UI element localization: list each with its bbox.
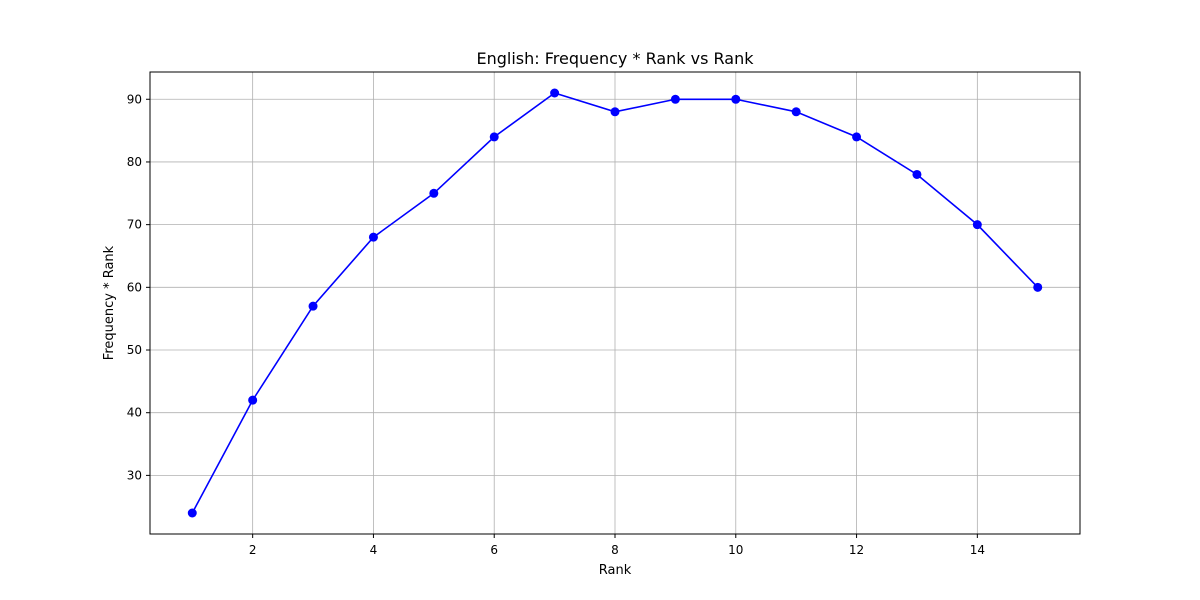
data-point (550, 88, 560, 98)
x-tick-label: 6 (490, 543, 498, 557)
y-tick-label: 90 (127, 92, 142, 106)
data-point (368, 232, 378, 242)
y-tick-label: 70 (127, 218, 142, 232)
y-tick-label: 40 (127, 406, 142, 420)
x-tick-label: 8 (611, 543, 619, 557)
y-tick-label: 30 (127, 468, 142, 482)
data-point (187, 508, 197, 518)
y-tick-label: 80 (127, 155, 142, 169)
y-tick-label: 50 (127, 343, 142, 357)
grid (150, 72, 1080, 534)
data-point (308, 301, 318, 311)
x-tick-label: 2 (249, 543, 257, 557)
data-point (610, 107, 620, 117)
data-point (1033, 282, 1043, 292)
data-point (429, 188, 439, 198)
data-point (731, 94, 741, 104)
x-axis-label: Rank (599, 563, 632, 578)
data-point (791, 107, 801, 117)
x-tick-label: 4 (370, 543, 378, 557)
ticks: 2 4 6 8 10 12 14 30 40 50 60 70 80 90 (127, 92, 985, 557)
x-tick-label: 14 (970, 543, 985, 557)
data-point (248, 395, 258, 405)
data-point (489, 132, 499, 142)
data-point (670, 94, 680, 104)
data-point (972, 220, 982, 230)
chart-title: English: Frequency * Rank vs Rank (476, 49, 754, 68)
data-point (852, 132, 862, 142)
series-layer (187, 88, 1043, 518)
x-tick-label: 12 (849, 543, 864, 557)
y-axis-label: Frequency * Rank (102, 245, 117, 360)
data-point (912, 169, 922, 179)
y-tick-label: 60 (127, 280, 142, 294)
x-tick-label: 10 (728, 543, 743, 557)
